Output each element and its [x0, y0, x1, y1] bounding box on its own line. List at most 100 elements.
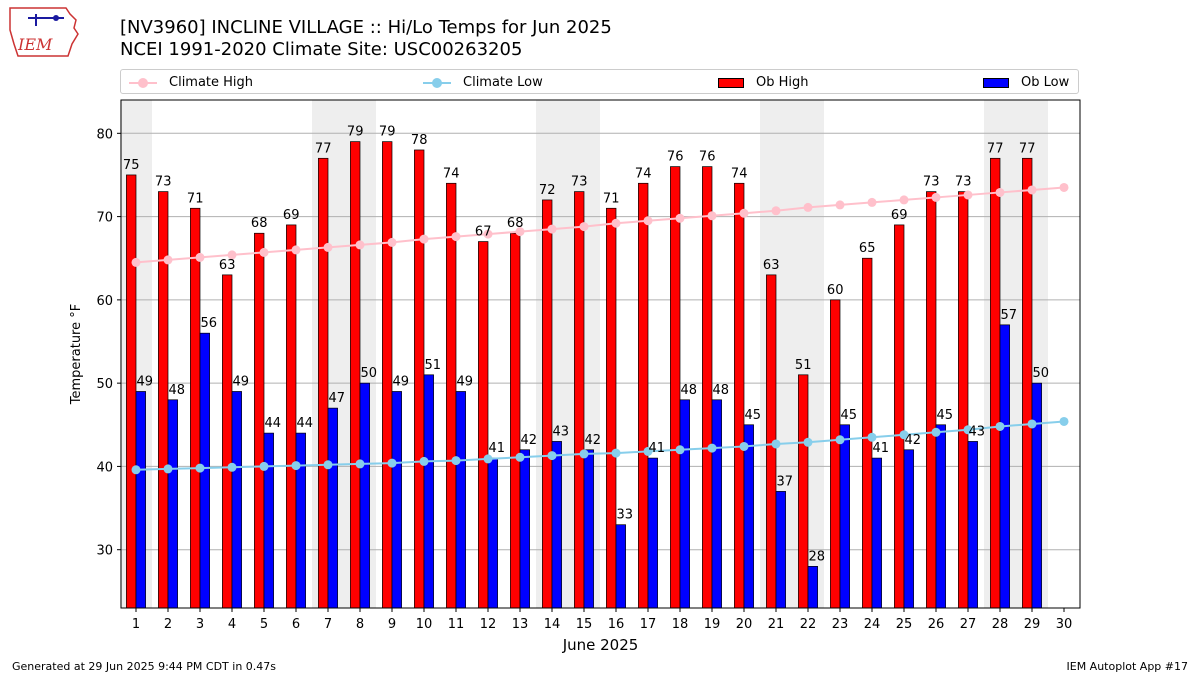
climate-low-point [131, 465, 141, 475]
legend-item-ob-low: Ob Low [983, 70, 1069, 95]
x-tick-label: 27 [960, 617, 977, 632]
bar-ob-high [510, 232, 521, 609]
data-label-ob-low: 45 [841, 408, 858, 423]
iem-logo: IEM [9, 7, 79, 57]
data-label-ob-low: 49 [233, 374, 250, 389]
bar-ob-high [894, 224, 905, 609]
bar-ob-low [711, 399, 722, 609]
bar-ob-low [935, 424, 946, 609]
climate-low-point [387, 458, 397, 468]
climate-low-point [611, 448, 621, 458]
data-label-ob-high: 77 [987, 141, 1004, 156]
data-label-ob-high: 51 [795, 358, 812, 373]
bar-ob-low [231, 391, 242, 609]
climate-low-point [1059, 416, 1069, 426]
climate-low-point [995, 421, 1005, 431]
x-tick-label: 4 [228, 617, 236, 632]
climate-low-point [195, 463, 205, 473]
climate-high-point [771, 206, 781, 216]
bar-ob-low [551, 441, 562, 609]
x-tick-label: 9 [388, 617, 396, 632]
footer-generated: Generated at 29 Jun 2025 9:44 PM CDT in … [12, 660, 277, 673]
x-tick-label: 6 [292, 617, 300, 632]
data-label-ob-low: 41 [649, 441, 666, 456]
temperature-chart: 3040506070807549734871566349684469447747… [69, 99, 1081, 654]
data-label-ob-low: 48 [681, 383, 698, 398]
bar-ob-high [958, 191, 969, 609]
bar-ob-high [542, 199, 553, 609]
climate-high-point [835, 200, 845, 210]
bar-ob-low [839, 424, 850, 609]
data-label-ob-low: 50 [1033, 366, 1050, 381]
bar-ob-low [807, 566, 818, 609]
climate-high-point [579, 222, 589, 232]
data-label-ob-high: 75 [123, 158, 140, 173]
bar-ob-low [263, 432, 274, 609]
climate-high-point [451, 232, 461, 242]
climate-low-point [483, 454, 493, 464]
data-label-ob-low: 44 [297, 416, 314, 431]
data-label-ob-low: 45 [937, 408, 954, 423]
y-tick-label: 80 [96, 127, 113, 142]
legend-label-climate-high: Climate High [169, 75, 254, 90]
climate-high-point [899, 195, 909, 205]
climate-high-point [803, 202, 813, 212]
climate-low-line [135, 420, 1065, 471]
footer-app: IEM Autoplot App #17 [1066, 660, 1189, 673]
legend-label-ob-high: Ob High [756, 75, 809, 90]
data-label-ob-high: 74 [443, 166, 460, 181]
climate-high-point [739, 208, 749, 218]
data-label-ob-high: 77 [1019, 141, 1036, 156]
legend-label-ob-low: Ob Low [1021, 75, 1070, 90]
climate-high-point [995, 187, 1005, 197]
bar-ob-low [167, 399, 178, 609]
climate-low-point [1027, 419, 1037, 429]
data-label-ob-high: 71 [187, 191, 204, 206]
bar-ob-high [670, 166, 681, 609]
x-tick-label: 2 [164, 617, 172, 632]
y-axis-label: Temperature °F [69, 304, 84, 405]
y-tick-label: 40 [96, 460, 113, 475]
climate-low-point [963, 425, 973, 435]
climate-high-point [227, 250, 237, 260]
climate-high-point [611, 218, 621, 228]
y-tick-label: 70 [96, 211, 113, 226]
data-label-ob-high: 71 [603, 191, 620, 206]
climate-low-point [899, 430, 909, 440]
x-tick-label: 1 [132, 617, 140, 632]
bar-ob-low [647, 457, 658, 609]
bar-ob-high [382, 141, 393, 609]
bar-ob-low [999, 324, 1010, 609]
iowa-outline [9, 7, 79, 57]
bar-ob-low [423, 374, 434, 609]
data-label-ob-low: 43 [553, 424, 570, 439]
climate-low-point [515, 452, 525, 462]
data-label-ob-high: 65 [859, 241, 876, 256]
bar-ob-high [222, 274, 233, 609]
data-label-ob-low: 41 [873, 441, 890, 456]
chart-legend: Climate High Climate Low Ob High Ob Low [120, 69, 1079, 94]
bar-ob-low [455, 391, 466, 609]
bar-ob-high [926, 191, 937, 609]
data-label-ob-high: 73 [571, 175, 588, 190]
x-tick-label: 8 [356, 617, 364, 632]
climate-low-point [323, 460, 333, 470]
bar-ob-high [734, 182, 745, 609]
climate-high-point [707, 211, 717, 221]
x-tick-label: 24 [864, 617, 881, 632]
data-label-ob-high: 78 [411, 133, 428, 148]
bar-ob-low [487, 457, 498, 609]
data-label-ob-high: 77 [315, 141, 332, 156]
data-label-ob-low: 47 [329, 391, 346, 406]
data-label-ob-high: 63 [763, 258, 780, 273]
climate-high-point [931, 192, 941, 202]
climate-high-point [131, 257, 141, 267]
bar-ob-high [350, 141, 361, 609]
climate-low-point [291, 461, 301, 471]
climate-high-point [195, 252, 205, 262]
bar-ob-low [967, 441, 978, 609]
climate-low-point [675, 445, 685, 455]
data-label-ob-low: 50 [361, 366, 378, 381]
climate-low-point [867, 432, 877, 442]
data-label-ob-low: 28 [809, 549, 826, 564]
